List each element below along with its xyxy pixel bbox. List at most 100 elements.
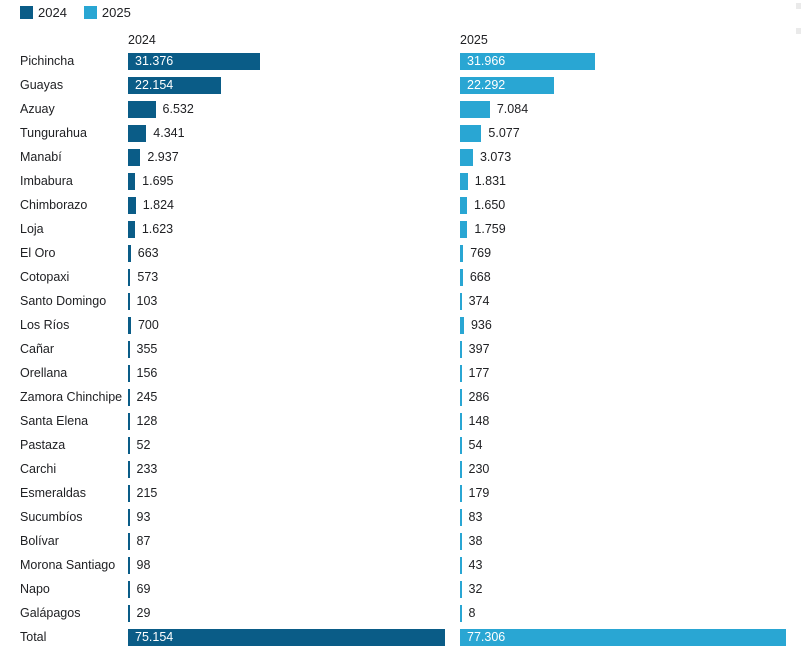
bar-2025-pichincha[interactable]: 31.966 [460, 52, 595, 70]
bar-2025-azuay[interactable] [460, 100, 490, 118]
row-label: Imbabura [20, 174, 73, 188]
value-label: 397 [468, 342, 490, 356]
bar-2025-tungurahua[interactable] [460, 124, 482, 142]
table-row: Zamora Chinchipe 245 286 [20, 385, 802, 409]
row-label: Galápagos [20, 606, 81, 620]
bar-2025-los-ríos[interactable] [460, 316, 464, 334]
value-label: 22.292 [467, 78, 506, 92]
row-label: Azuay [20, 102, 55, 116]
bar-2024-cotopaxi[interactable] [128, 268, 131, 286]
table-row: Guayas 22.154 22.292 [20, 73, 802, 97]
column-headers: 2024 2025 [20, 31, 802, 49]
table-row: Cañar 355 397 [20, 337, 802, 361]
bar-2024-pastaza[interactable] [128, 436, 130, 454]
bar-2024-napo[interactable] [128, 580, 130, 598]
bar-2025-el-oro[interactable] [460, 244, 464, 262]
bar-2024-esmeraldas[interactable] [128, 484, 130, 502]
value-label: 230 [468, 462, 490, 476]
bar-2025-carchi[interactable] [460, 460, 462, 478]
bar-2024-los-ríos[interactable] [128, 316, 131, 334]
bar-2025-sucumbíos[interactable] [460, 508, 462, 526]
value-label: 573 [137, 270, 159, 284]
bar-cell-2025: 8 [460, 604, 786, 622]
value-label: 245 [136, 390, 158, 404]
bar-2024-imbabura[interactable] [128, 172, 136, 190]
legend-item-2024[interactable]: 2024 [20, 5, 67, 20]
bar-2024-orellana[interactable] [128, 364, 130, 382]
bar-2024-zamora-chinchipe[interactable] [128, 388, 130, 406]
value-label: 103 [136, 294, 158, 308]
bar-2025-cañar[interactable] [460, 340, 462, 358]
legend-swatch-2024-icon [20, 5, 33, 19]
bar-2025-santa-elena[interactable] [460, 412, 462, 430]
bar-cell-2024: 233 [128, 460, 454, 478]
bar-cell-2025: 936 [460, 316, 786, 334]
bar-cell-2024: 52 [128, 436, 454, 454]
value-label: 668 [469, 270, 491, 284]
bar-2024-total[interactable]: 75.154 [128, 628, 445, 646]
value-label: 6.532 [162, 102, 194, 116]
bar-cell-2025: 32 [460, 580, 786, 598]
bar-2024-pichincha[interactable]: 31.376 [128, 52, 261, 70]
bar-cell-2024: 1.695 [128, 172, 454, 190]
bar-2024-morona-santiago[interactable] [128, 556, 130, 574]
bar-2024-santa-elena[interactable] [128, 412, 130, 430]
bar-cell-2025: 31.966 [460, 52, 786, 70]
bar-2025-loja[interactable] [460, 220, 468, 238]
value-label: 8 [468, 606, 476, 620]
bar-cell-2024: 700 [128, 316, 454, 334]
table-row: Los Ríos 700 936 [20, 313, 802, 337]
row-label: El Oro [20, 246, 56, 260]
value-label: 769 [470, 246, 492, 260]
bar-2025-pastaza[interactable] [460, 436, 462, 454]
value-label: 5.077 [488, 126, 520, 140]
bar-cell-2024: 69 [128, 580, 454, 598]
bar-2024-sucumbíos[interactable] [128, 508, 130, 526]
bar-2024-loja[interactable] [128, 220, 135, 238]
value-label: 22.154 [135, 78, 174, 92]
bar-2024-el-oro[interactable] [128, 244, 131, 262]
bar-2024-guayas[interactable]: 22.154 [128, 76, 222, 94]
row-label: Guayas [20, 78, 64, 92]
bar-2025-napo[interactable] [460, 580, 462, 598]
bar-2024-carchi[interactable] [128, 460, 130, 478]
table-row: Morona Santiago 98 43 [20, 553, 802, 577]
value-label: 32 [468, 582, 483, 596]
bar-2024-cañar[interactable] [128, 340, 130, 358]
bar-cell-2025: 3.073 [460, 148, 786, 166]
bar-2024-chimborazo[interactable] [128, 196, 136, 214]
bar-2024-santo-domingo[interactable] [128, 292, 130, 310]
bar-2025-zamora-chinchipe[interactable] [460, 388, 462, 406]
bar-cell-2025: 5.077 [460, 124, 786, 142]
bar-cell-2024: 4.341 [128, 124, 454, 142]
legend-item-2025[interactable]: 2025 [83, 5, 131, 20]
bar-2024-tungurahua[interactable] [128, 124, 147, 142]
bar-2025-guayas[interactable]: 22.292 [460, 76, 554, 94]
bar-2025-manabí[interactable] [460, 148, 473, 166]
bar-2025-chimborazo[interactable] [460, 196, 467, 214]
bar-2025-morona-santiago[interactable] [460, 556, 462, 574]
table-row: Azuay 6.532 7.084 [20, 97, 802, 121]
value-label: 700 [137, 318, 159, 332]
bar-2025-cotopaxi[interactable] [460, 268, 463, 286]
bar-2025-total[interactable]: 77.306 [460, 628, 786, 646]
bar-2024-galápagos[interactable] [128, 604, 130, 622]
bar-2025-esmeraldas[interactable] [460, 484, 462, 502]
value-label: 233 [136, 462, 158, 476]
bar-2024-manabí[interactable] [128, 148, 141, 166]
value-label: 87 [136, 534, 151, 548]
value-label: 1.650 [473, 198, 506, 212]
value-label: 215 [136, 486, 158, 500]
bar-2024-bolívar[interactable] [128, 532, 130, 550]
bar-cell-2024: 663 [128, 244, 454, 262]
row-label: Esmeraldas [20, 486, 86, 500]
bar-2024-azuay[interactable] [128, 100, 156, 118]
table-row: Cotopaxi 573 668 [20, 265, 802, 289]
bar-2025-imbabura[interactable] [460, 172, 468, 190]
bar-2025-orellana[interactable] [460, 364, 462, 382]
bar-2025-bolívar[interactable] [460, 532, 462, 550]
bar-2025-galápagos[interactable] [460, 604, 462, 622]
bar-cell-2025: 1.759 [460, 220, 786, 238]
bar-2025-santo-domingo[interactable] [460, 292, 462, 310]
bar-cell-2024: 22.154 [128, 76, 454, 94]
